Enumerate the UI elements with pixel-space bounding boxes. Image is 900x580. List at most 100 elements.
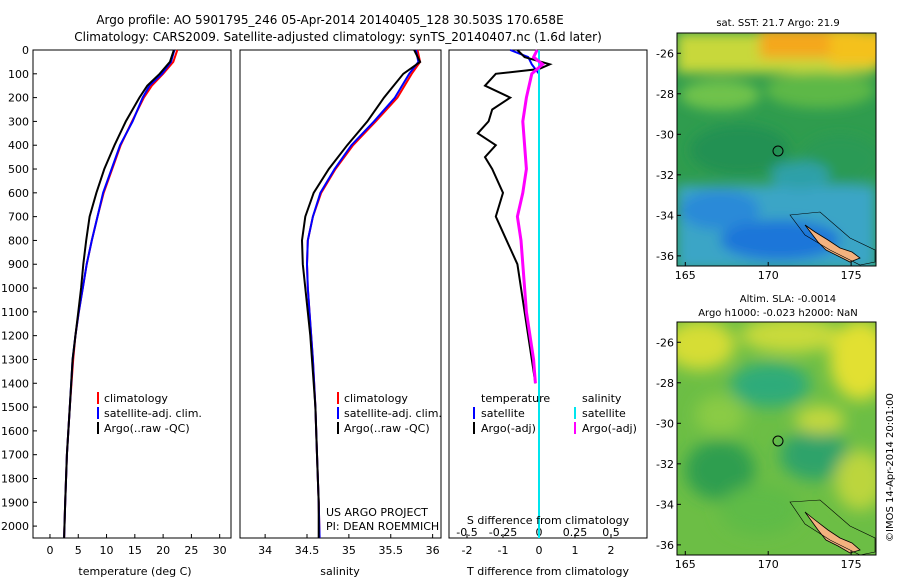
map-x-tick-label: 165 xyxy=(675,269,696,282)
x-tick-label: 10 xyxy=(100,544,114,557)
temperature-axes-frame xyxy=(32,49,232,539)
y-tick-label: 1500 xyxy=(1,401,29,414)
legend-climatology-label: climatology xyxy=(344,392,408,405)
sst-title: sat. SST: 21.7 Argo: 21.9 xyxy=(716,18,839,29)
legend-satellite-label: satellite-adj. clim. xyxy=(104,407,202,420)
map-y-tick-label: -34 xyxy=(656,209,674,222)
x-tick-label: 35.5 xyxy=(379,544,404,557)
y-tick-label: 200 xyxy=(8,92,29,105)
new-zealand-north-island xyxy=(804,511,861,554)
salinity-panel: 34 34.5 35 35.5 36 salinity climatology sate… xyxy=(239,49,442,578)
map-y-tick-label: -34 xyxy=(656,498,674,511)
temperature-ticks: 0 5 10 15 20 25 30 xyxy=(46,534,227,557)
x-tick-label: 35 xyxy=(342,544,356,557)
map-y-tick-label: -30 xyxy=(656,417,674,430)
y-tick-label: 0 xyxy=(22,44,29,57)
x-tick-label: 20 xyxy=(156,544,170,557)
float-position-marker xyxy=(772,145,784,157)
y-tick-label: 500 xyxy=(8,163,29,176)
map-y-tick-label: -26 xyxy=(656,47,674,60)
x-tick-label: 30 xyxy=(213,544,227,557)
s-tick-label: 0.25 xyxy=(563,526,588,539)
y-tick-label: 1600 xyxy=(1,425,29,438)
temperature-lines xyxy=(63,49,179,539)
map-y-tick-label: -30 xyxy=(656,128,674,141)
legend-satellite-label: satellite-adj. clim. xyxy=(344,407,442,420)
legend-salinity-header: salinity xyxy=(582,392,622,405)
map-x-tick-label: 170 xyxy=(758,269,779,282)
map-x-tick-label: 175 xyxy=(841,269,862,282)
difference-axes-frame xyxy=(448,49,648,539)
sla-map xyxy=(677,322,876,555)
x-tick-label: 34 xyxy=(258,544,272,557)
sla-axis-ticks: 165 170 175 -26 -28 -30 -32 -34 -36 xyxy=(656,336,862,571)
x-tick-label: 34.5 xyxy=(295,544,320,557)
map-x-tick-label: 165 xyxy=(675,558,696,571)
x-tick-label: 5 xyxy=(75,544,82,557)
series-line-1-0 xyxy=(305,49,422,539)
s-tick-label: 0.5 xyxy=(602,526,620,539)
map-y-tick-label: -28 xyxy=(656,88,674,101)
map-y-tick-label: -36 xyxy=(656,539,674,552)
map-y-tick-label: -36 xyxy=(656,250,674,263)
x-tick-label: 15 xyxy=(128,544,142,557)
map-x-tick-label: 170 xyxy=(758,558,779,571)
float-position-marker xyxy=(772,435,784,447)
y-tick-label: 700 xyxy=(8,211,29,224)
x-tick-label: 2 xyxy=(608,544,615,557)
legend-argo-label: Argo(..raw -QC) xyxy=(344,422,430,435)
y-tick-label: 1700 xyxy=(1,449,29,462)
temperature-xlabel: temperature (deg C) xyxy=(78,565,191,578)
y-tick-label: 2000 xyxy=(1,520,29,533)
y-tick-label: 1800 xyxy=(1,472,29,485)
sla-title-line1: Altim. SLA: -0.0014 xyxy=(740,294,836,305)
project-line1: US ARGO PROJECT xyxy=(326,506,428,519)
y-tick-label: 800 xyxy=(8,234,29,247)
y-tick-label: 300 xyxy=(8,115,29,128)
bathymetry-contour xyxy=(789,499,876,555)
x-tick-label: 1 xyxy=(572,544,579,557)
difference-lines xyxy=(476,49,553,538)
s-tick-label: -0.25 xyxy=(489,526,517,539)
depth-ticks: 0 100 200 300 400 500 600 700 800 900 1000 1100 1200… xyxy=(1,44,37,533)
legend-t-argo-label: Argo(-adj) xyxy=(481,422,536,435)
map-y-tick-label: -28 xyxy=(656,377,674,390)
y-tick-label: 1900 xyxy=(1,496,29,509)
legend-climatology-label: climatology xyxy=(104,392,168,405)
x-tick-label: 25 xyxy=(184,544,198,557)
series-line-0-2 xyxy=(63,49,175,539)
series-line-2-1 xyxy=(476,49,553,384)
y-tick-label: 400 xyxy=(8,139,29,152)
legend-s-satellite-label: satellite xyxy=(582,407,626,420)
salinity-legend: climatology satellite-adj. clim. Argo(..… xyxy=(337,392,442,435)
map-x-tick-label: 175 xyxy=(841,558,862,571)
y-tick-label: 1100 xyxy=(1,306,29,319)
x-tick-label: 0 xyxy=(536,544,543,557)
x-tick-label: 0 xyxy=(46,544,53,557)
y-tick-label: 1000 xyxy=(1,282,29,295)
map-y-tick-label: -32 xyxy=(656,169,674,182)
map-y-tick-label: -32 xyxy=(656,458,674,471)
sst-map xyxy=(677,33,876,266)
s-tick-label: -0.5 xyxy=(456,526,477,539)
y-tick-label: 1400 xyxy=(1,377,29,390)
salinity-ticks: 34 34.5 35 35.5 36 xyxy=(258,534,440,557)
y-tick-label: 1200 xyxy=(1,330,29,343)
sst-frame xyxy=(676,32,877,267)
series-line-1-1 xyxy=(305,49,420,539)
difference-legend: temperature salinity satellite Argo(-adj… xyxy=(473,392,637,435)
salinity-xlabel: salinity xyxy=(320,565,360,578)
bathymetry-contour xyxy=(789,211,876,266)
salinity-lines xyxy=(300,49,422,539)
temperature-panel: 0100200300400500600700800900100011001200… xyxy=(1,44,232,578)
sla-frame xyxy=(676,321,877,556)
imos-watermark: ©IMOS 14-Apr-2014 20:01:00 xyxy=(885,393,896,542)
map-y-tick-label: -26 xyxy=(656,336,674,349)
x-tick-label: -2 xyxy=(462,544,473,557)
difference-panel: -2 -1 0 1 2 -0.5 -0.25 0 0.25 0.5 S difference f… xyxy=(448,49,648,578)
sla-title-line2: Argo h1000: -0.023 h2000: NaN xyxy=(698,308,858,319)
legend-s-argo-label: Argo(-adj) xyxy=(582,422,637,435)
legend-t-satellite-label: satellite xyxy=(481,407,525,420)
y-tick-label: 100 xyxy=(8,68,29,81)
